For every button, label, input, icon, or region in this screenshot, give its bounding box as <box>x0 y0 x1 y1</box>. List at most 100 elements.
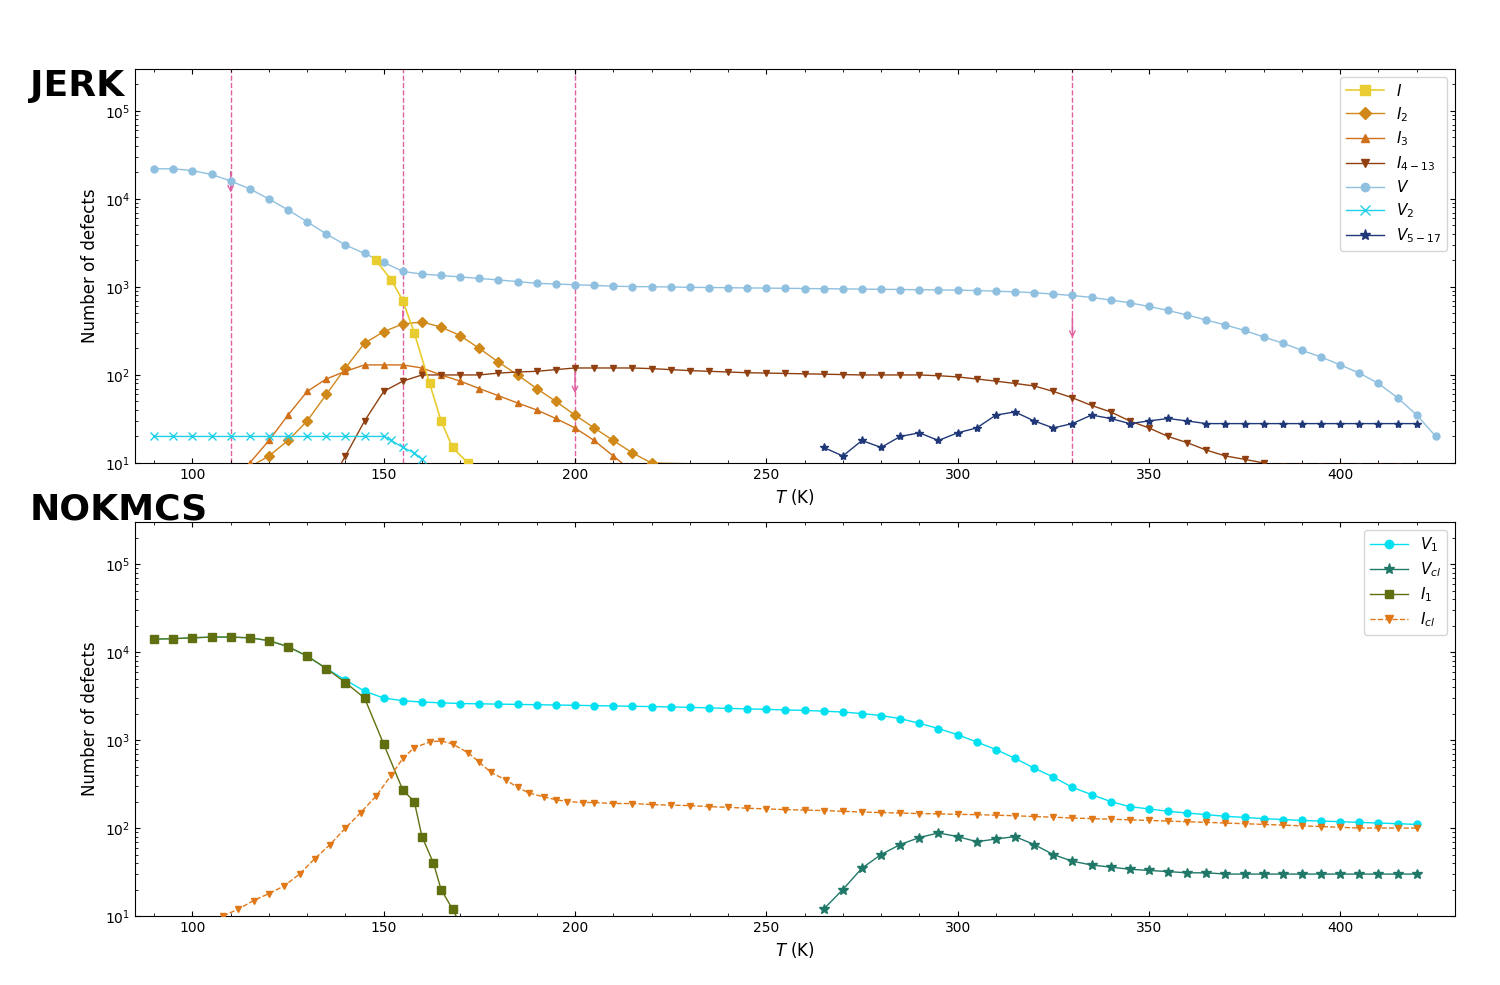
$V_{5-17}$ <box>1007 406 1025 418</box>
$I_3$ <box>146 503 164 515</box>
$I_1$ <box>452 919 470 931</box>
$V_2$ <box>356 430 374 442</box>
$V_{5-17}$ <box>987 409 1005 421</box>
$I_1$ <box>242 632 260 644</box>
$V_{5-17}$ <box>1160 413 1178 425</box>
$I_3$ <box>183 492 201 504</box>
$V$ <box>871 284 889 296</box>
Line: $V_{5-17}$: $V_{5-17}$ <box>819 408 1420 460</box>
$V_{cl}$ <box>1120 864 1138 876</box>
$V_{cl}$ <box>891 838 909 850</box>
$V_2$ <box>260 430 278 442</box>
$V_{cl}$ <box>1216 868 1234 880</box>
$I_1$ <box>298 650 316 662</box>
$V_{5-17}$ <box>1389 418 1407 429</box>
$I_2$ <box>165 492 183 504</box>
$I_3$ <box>528 404 546 416</box>
$I_2$ <box>624 447 642 459</box>
$V_1$ <box>681 701 699 713</box>
$I_3$ <box>242 457 260 469</box>
$I_3$ <box>604 450 622 462</box>
$V_{5-17}$ <box>834 450 852 462</box>
$V_{5-17}$ <box>1312 418 1330 429</box>
$I_1$ <box>146 633 164 645</box>
Line: $I_3$: $I_3$ <box>150 361 656 512</box>
$V_{5-17}$ <box>930 434 948 446</box>
$I_2$ <box>356 337 374 349</box>
$I_2$ <box>604 434 622 446</box>
$I$ <box>432 415 450 427</box>
$V_{cl}$ <box>1044 849 1062 861</box>
$I$ <box>558 484 576 495</box>
$I$ <box>509 484 526 495</box>
$I_2$ <box>298 415 316 427</box>
$V_{5-17}$ <box>1274 418 1292 429</box>
$I_{4-13}$ <box>891 369 909 381</box>
$I_2$ <box>222 471 240 483</box>
$I_2$ <box>242 461 260 473</box>
$V_{5-17}$ <box>1083 409 1101 421</box>
$V_1$ <box>356 686 374 697</box>
$V_{5-17}$ <box>1024 415 1042 427</box>
Y-axis label: Number of defects: Number of defects <box>81 642 99 796</box>
$V_2$ <box>375 430 393 442</box>
$V_{cl}$ <box>1274 868 1292 880</box>
$V_{5-17}$ <box>948 427 966 438</box>
$I$ <box>520 484 538 495</box>
$V_{cl}$ <box>1064 855 1082 867</box>
X-axis label: $T$ (K): $T$ (K) <box>776 488 814 507</box>
$I_3$ <box>222 471 240 483</box>
$V_{cl}$ <box>1236 868 1254 880</box>
$V_{cl}$ <box>987 833 1005 845</box>
$I_3$ <box>624 466 642 478</box>
$I_2$ <box>183 484 201 495</box>
$I_{4-13}$ <box>1407 466 1425 478</box>
$V_{5-17}$ <box>1120 418 1138 429</box>
Y-axis label: Number of defects: Number of defects <box>81 189 99 343</box>
$V_{cl}$ <box>1370 868 1388 880</box>
$I_{4-13}$ <box>604 362 622 374</box>
$I_1$ <box>444 903 462 915</box>
$V_{5-17}$ <box>1216 418 1234 429</box>
Text: NOKMCS: NOKMCS <box>30 492 208 527</box>
$V_{5-17}$ <box>1293 418 1311 429</box>
$V_{cl}$ <box>1330 868 1348 880</box>
$V_{cl}$ <box>930 827 948 839</box>
$V_{5-17}$ <box>1101 413 1119 425</box>
$V_{cl}$ <box>1101 861 1119 873</box>
$V_1$ <box>1330 816 1348 827</box>
$I_3$ <box>566 422 584 433</box>
$V_1$ <box>146 633 164 645</box>
$V_{5-17}$ <box>1044 422 1062 433</box>
$I$ <box>405 327 423 339</box>
Line: $V_{cl}$: $V_{cl}$ <box>819 828 1422 914</box>
$I_1$ <box>336 677 354 689</box>
$I_2$ <box>509 369 526 381</box>
$I_3$ <box>298 385 316 397</box>
$I_1$ <box>165 632 183 644</box>
$V_{cl}$ <box>1312 868 1330 880</box>
$I$ <box>394 295 412 306</box>
$V_{5-17}$ <box>1350 418 1368 429</box>
$I_{cl}$ <box>432 735 450 747</box>
$I_2$ <box>489 357 507 368</box>
$I_3$ <box>336 365 354 377</box>
$I_3$ <box>260 434 278 446</box>
Line: $I_{cl}$: $I_{cl}$ <box>219 738 1420 920</box>
$I_2$ <box>336 362 354 374</box>
$I_3$ <box>585 434 603 446</box>
$I$ <box>482 471 500 483</box>
$I_2$ <box>413 316 430 328</box>
$V_{5-17}$ <box>910 427 928 438</box>
$I$ <box>536 484 554 495</box>
$V_{cl}$ <box>1140 865 1158 877</box>
$V$ <box>891 284 909 296</box>
$I_{4-13}$ <box>1120 415 1138 427</box>
$I_1$ <box>318 663 336 675</box>
$V_{cl}$ <box>968 835 986 847</box>
$I_3$ <box>471 382 489 394</box>
$V_{5-17}$ <box>871 441 889 453</box>
$I_2$ <box>432 321 450 333</box>
$I_3$ <box>356 359 374 370</box>
$V_{cl}$ <box>1083 859 1101 871</box>
